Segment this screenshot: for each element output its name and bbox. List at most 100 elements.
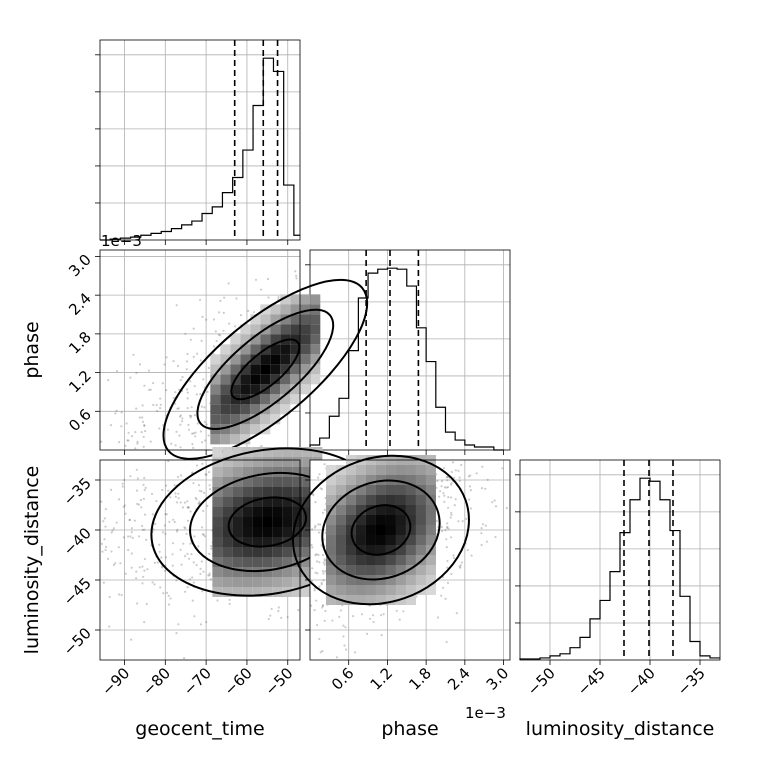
sample-point xyxy=(127,431,130,434)
sample-point xyxy=(181,376,184,379)
sample-point xyxy=(135,577,138,580)
sample-point xyxy=(159,397,162,400)
sample-point xyxy=(493,499,496,502)
density-cell xyxy=(262,447,273,457)
density-cell xyxy=(325,565,336,575)
density-cell xyxy=(292,547,303,557)
sample-point xyxy=(440,530,444,533)
sample-point xyxy=(122,536,125,539)
density-cell xyxy=(302,567,313,577)
density-cell xyxy=(425,515,436,525)
sample-point xyxy=(169,496,172,499)
sample-point xyxy=(455,612,458,615)
density-cell xyxy=(220,374,231,385)
density-cell xyxy=(302,547,313,557)
sample-point xyxy=(123,504,126,507)
sample-point xyxy=(458,479,461,482)
sample-point xyxy=(143,528,146,531)
sample-point xyxy=(160,556,163,559)
sample-point xyxy=(174,402,177,405)
density-cell xyxy=(375,495,386,505)
sample-point xyxy=(209,578,212,581)
sample-point xyxy=(267,296,270,299)
sample-point xyxy=(310,543,313,547)
sample-point xyxy=(453,504,456,507)
density-cell xyxy=(292,537,303,547)
density-cell xyxy=(292,457,303,467)
density-cell xyxy=(300,294,311,305)
density-cell xyxy=(270,334,281,345)
density-cell xyxy=(230,354,241,365)
sample-point xyxy=(436,616,439,619)
density-cell xyxy=(365,515,376,525)
sample-point xyxy=(254,278,258,281)
sample-point xyxy=(320,544,323,547)
density-cell xyxy=(220,344,231,355)
sample-point xyxy=(338,615,341,619)
sample-point xyxy=(186,352,189,356)
density-cell xyxy=(292,587,303,597)
sample-point xyxy=(208,572,211,575)
density-cell xyxy=(252,467,263,477)
sample-point xyxy=(197,502,200,505)
sample-point xyxy=(142,575,145,579)
sample-point xyxy=(189,542,192,545)
sample-point xyxy=(186,388,189,391)
sample-point xyxy=(446,559,449,563)
density-cell xyxy=(395,495,406,505)
sample-point xyxy=(195,393,198,396)
density-cell xyxy=(310,334,321,345)
sample-point xyxy=(174,495,177,498)
density-cell xyxy=(270,404,281,415)
sample-point xyxy=(172,518,175,521)
density-cell xyxy=(405,585,416,595)
sample-point xyxy=(198,500,201,503)
sample-point xyxy=(175,530,179,533)
density-cell xyxy=(252,527,263,537)
sample-point xyxy=(123,478,126,482)
sample-point xyxy=(164,532,167,536)
density-cell xyxy=(425,465,436,475)
sample-point xyxy=(127,548,130,552)
sample-point xyxy=(179,501,182,504)
density-cell xyxy=(365,595,376,605)
sample-point xyxy=(372,614,375,617)
sample-point xyxy=(201,533,204,536)
density-cell xyxy=(260,364,271,375)
sample-point xyxy=(321,570,324,573)
sample-point xyxy=(143,489,146,492)
sample-point xyxy=(440,485,443,488)
density-cell xyxy=(252,487,263,497)
sample-point xyxy=(192,446,195,449)
density-cell xyxy=(270,324,281,335)
sample-point xyxy=(138,566,141,569)
density-cell xyxy=(272,457,283,467)
density-cell xyxy=(325,515,336,525)
sample-point xyxy=(186,586,189,589)
density-cell xyxy=(395,585,406,595)
panel-phase xyxy=(305,249,511,455)
sample-point xyxy=(313,609,316,612)
sample-point xyxy=(171,553,174,556)
sample-point xyxy=(485,540,488,543)
sample-point xyxy=(138,535,141,538)
sample-point xyxy=(177,407,180,410)
sample-point xyxy=(457,520,460,523)
sample-point xyxy=(182,542,185,545)
density-cell xyxy=(212,577,223,587)
density-cell xyxy=(222,467,233,477)
density-cell xyxy=(365,495,376,505)
density-cell xyxy=(240,364,251,375)
sample-point xyxy=(187,506,191,509)
density-cell xyxy=(325,595,336,605)
sample-point xyxy=(136,440,139,443)
density-cell xyxy=(212,567,223,577)
density-cell xyxy=(282,547,293,557)
density-cell xyxy=(365,505,376,515)
sample-point xyxy=(323,508,326,511)
density-cell xyxy=(262,467,273,477)
sample-point xyxy=(110,550,113,553)
density-cell xyxy=(375,525,386,535)
sample-point xyxy=(446,479,449,482)
sample-point xyxy=(111,529,114,532)
